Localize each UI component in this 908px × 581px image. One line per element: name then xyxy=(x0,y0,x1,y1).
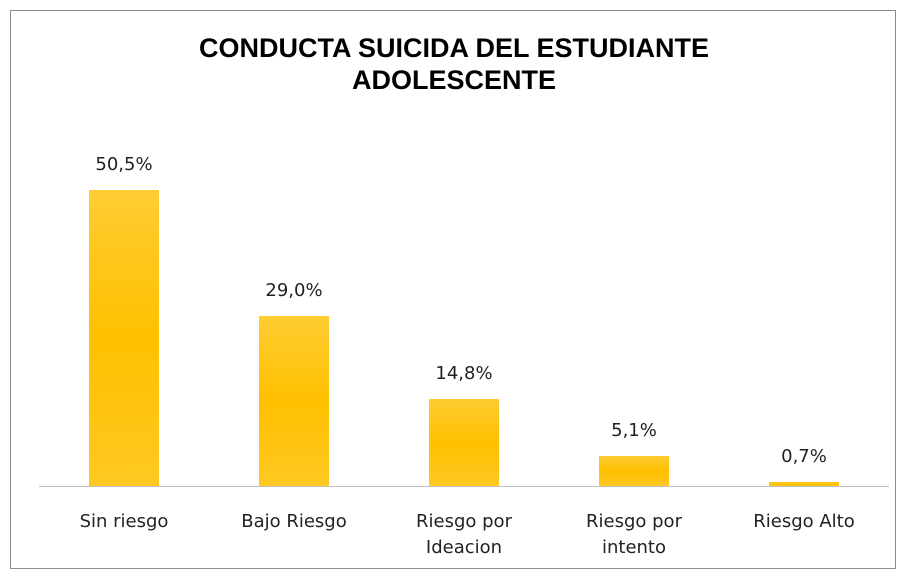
x-tick-label: Bajo Riesgo xyxy=(241,511,347,532)
chart-frame xyxy=(10,10,896,569)
bar xyxy=(429,399,499,486)
bar xyxy=(259,316,329,486)
chart-title: CONDUCTA SUICIDA DEL ESTUDIANTE ADOLESCE… xyxy=(198,33,709,95)
x-tick-label: Riesgo por Ideacion xyxy=(416,511,512,558)
bar xyxy=(769,481,839,486)
data-label: 29,0% xyxy=(265,280,323,302)
data-label: 5,1% xyxy=(611,420,657,442)
data-label: 14,8% xyxy=(435,363,493,385)
data-label: 50,5% xyxy=(95,154,153,175)
data-label: 0,7% xyxy=(781,445,827,467)
x-tick-label: Riesgo por intento xyxy=(586,511,682,558)
bar xyxy=(89,190,159,486)
x-tick-label: Riesgo Alto xyxy=(753,511,855,532)
x-axis-line xyxy=(39,486,889,487)
x-tick-label: Sin riesgo xyxy=(79,511,169,532)
bar xyxy=(599,456,669,486)
